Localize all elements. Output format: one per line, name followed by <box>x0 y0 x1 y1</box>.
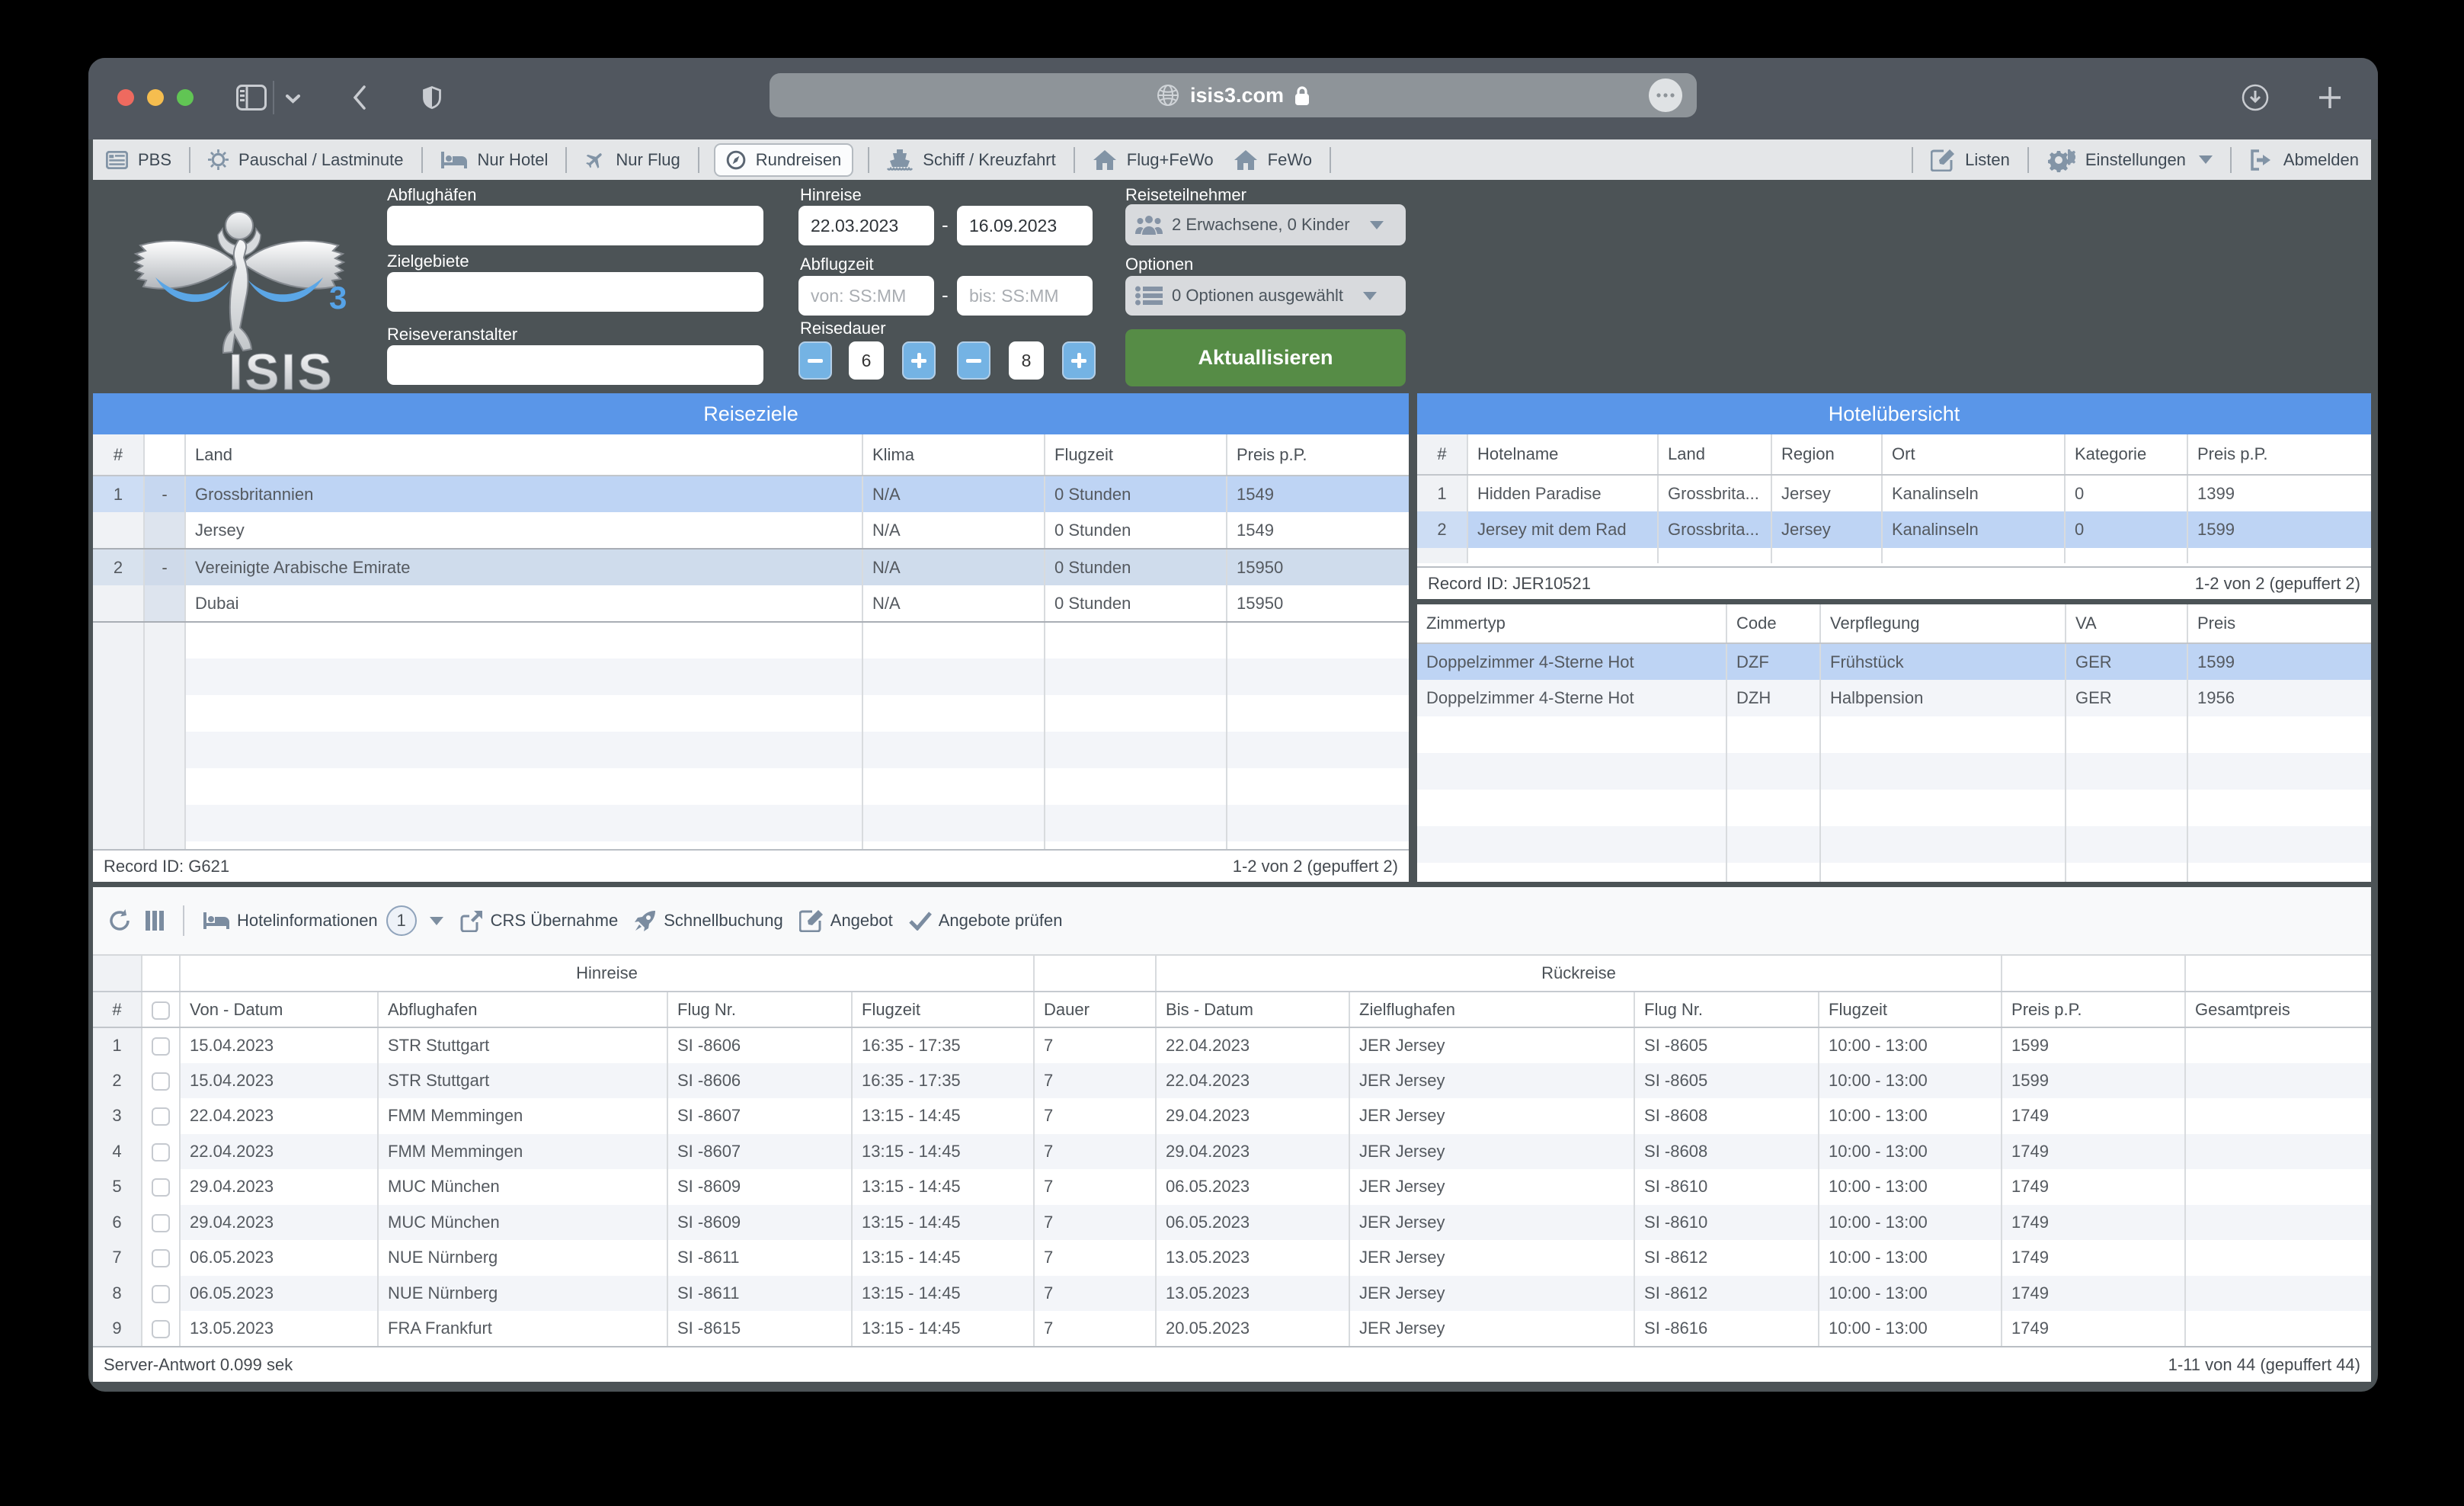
svg-text:3: 3 <box>329 280 346 316</box>
svg-text:ISIS: ISIS <box>229 344 334 396</box>
